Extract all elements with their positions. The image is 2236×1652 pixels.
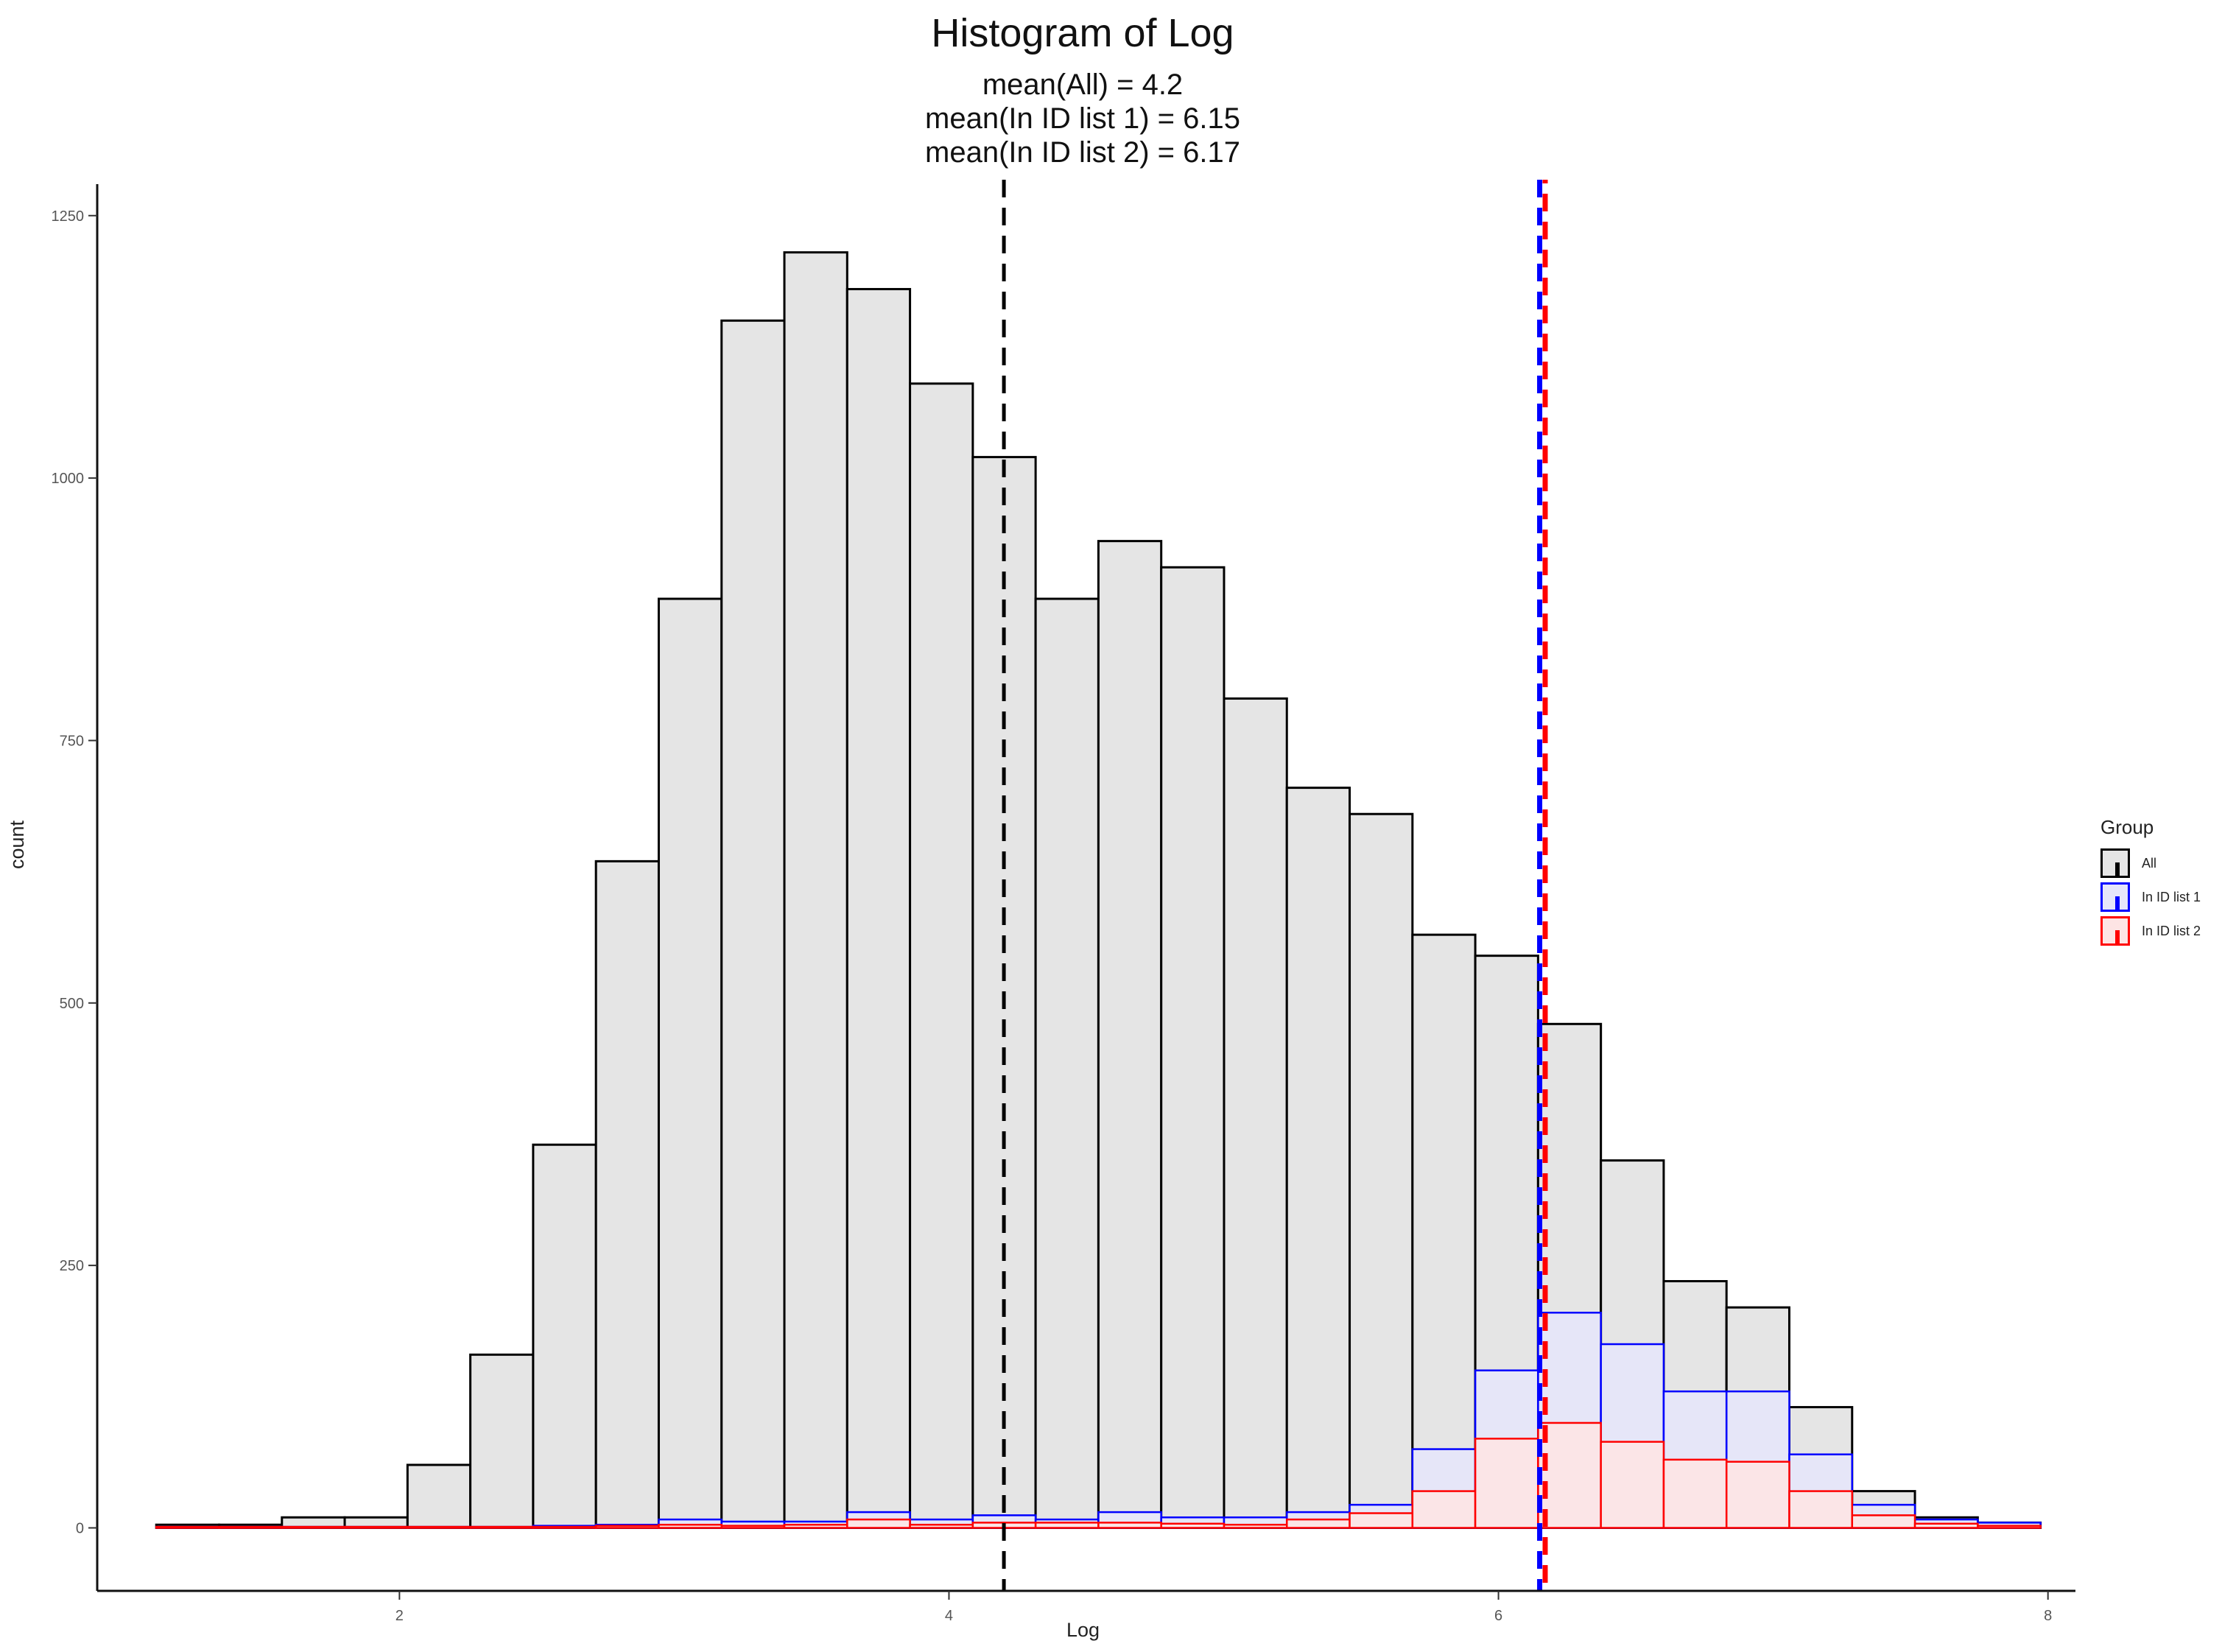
bar-list2-24 (1600, 1441, 1665, 1529)
bar-all-9 (657, 597, 723, 1529)
chart-title: Histogram of Log (931, 11, 1234, 55)
bar-list2-9 (658, 1523, 723, 1529)
y-tick-label-1250: 1250 (52, 208, 85, 225)
bar-all-11 (783, 251, 848, 1529)
bar-all-7 (532, 1143, 597, 1529)
bar-list2-11 (783, 1523, 848, 1529)
bar-list2-12 (846, 1518, 911, 1529)
bar-list2-26 (1725, 1461, 1790, 1529)
subtitle-mean-list2: mean(In ID list 2) = 6.17 (925, 136, 1240, 169)
y-tick-label-1000: 1000 (52, 471, 85, 487)
bar-list2-6 (469, 1525, 535, 1529)
bar-list2-18 (1223, 1523, 1288, 1529)
bar-all-15 (1034, 597, 1100, 1529)
bar-list2-28 (1851, 1514, 1916, 1529)
x-tick-label-6: 6 (1494, 1608, 1502, 1624)
bar-all-21 (1411, 933, 1477, 1529)
y-tick-label-500: 500 (60, 996, 84, 1012)
bar-all-17 (1160, 566, 1226, 1529)
bar-list2-3 (281, 1525, 346, 1529)
legend-item-all: All (2100, 846, 2201, 880)
bar-all-6 (469, 1353, 535, 1529)
x-axis-title: Log (1066, 1619, 1100, 1641)
series-list2-bars (155, 1421, 2042, 1529)
legend-key-list2 (2100, 916, 2130, 946)
legend-label-list1: In ID list 1 (2142, 889, 2201, 904)
legend-item-list1: In ID list 1 (2100, 880, 2201, 914)
x-tick-label-8: 8 (2044, 1608, 2052, 1624)
bar-all-19 (1285, 787, 1351, 1529)
legend-title: Group (2100, 816, 2154, 838)
bar-list2-29 (1913, 1522, 1979, 1529)
bar-all-16 (1097, 540, 1163, 1529)
bar-list2-27 (1788, 1490, 1854, 1529)
bar-list2-7 (532, 1525, 597, 1529)
bar-list2-1 (155, 1525, 220, 1529)
bar-all-8 (594, 860, 660, 1529)
x-tick-label-2: 2 (395, 1608, 404, 1624)
bar-list2-21 (1411, 1490, 1477, 1529)
bar-list2-16 (1097, 1522, 1162, 1529)
mean-lines (1002, 180, 1548, 1591)
bar-list2-10 (720, 1525, 786, 1529)
bar-all-10 (720, 319, 786, 1529)
bar-all-20 (1349, 812, 1414, 1529)
legend-key-all (2100, 848, 2130, 878)
bar-list2-2 (218, 1525, 284, 1529)
bar-list2-17 (1160, 1522, 1226, 1529)
series-all-bars (155, 251, 2042, 1529)
bar-list2-30 (1977, 1525, 2042, 1529)
bar-list2-4 (343, 1525, 409, 1529)
axes: 0 250 500 750 1000 1250 2 4 6 8 (52, 184, 2075, 1624)
y-axis-title: count (6, 820, 28, 869)
bar-all-18 (1223, 697, 1288, 1529)
bar-all-12 (845, 288, 912, 1529)
bar-list2-25 (1662, 1458, 1728, 1529)
x-tick-label-4: 4 (945, 1608, 953, 1624)
bar-all-5 (406, 1463, 472, 1529)
legend-item-list2: In ID list 2 (2100, 914, 2201, 948)
subtitle-mean-all: mean(All) = 4.2 (982, 68, 1184, 101)
bar-all-13 (909, 382, 974, 1529)
bar-list2-5 (407, 1525, 471, 1529)
legend-label-list2: In ID list 2 (2142, 923, 2201, 938)
subtitle-mean-list1: mean(In ID list 1) = 6.15 (925, 102, 1240, 135)
bar-list2-22 (1474, 1438, 1539, 1529)
legend-key-list1 (2100, 882, 2130, 912)
y-tick-label-250: 250 (60, 1258, 84, 1274)
bar-list2-13 (909, 1523, 974, 1529)
bar-list2-8 (594, 1525, 660, 1529)
y-tick-label-0: 0 (76, 1520, 84, 1536)
bar-list2-19 (1286, 1518, 1351, 1529)
legend: Group All In ID list 1 In ID list 2 (2100, 816, 2201, 948)
y-tick-label-750: 750 (60, 733, 84, 749)
bar-list2-20 (1349, 1512, 1414, 1529)
legend-label-all: All (2142, 855, 2157, 871)
bar-list2-15 (1034, 1522, 1100, 1529)
